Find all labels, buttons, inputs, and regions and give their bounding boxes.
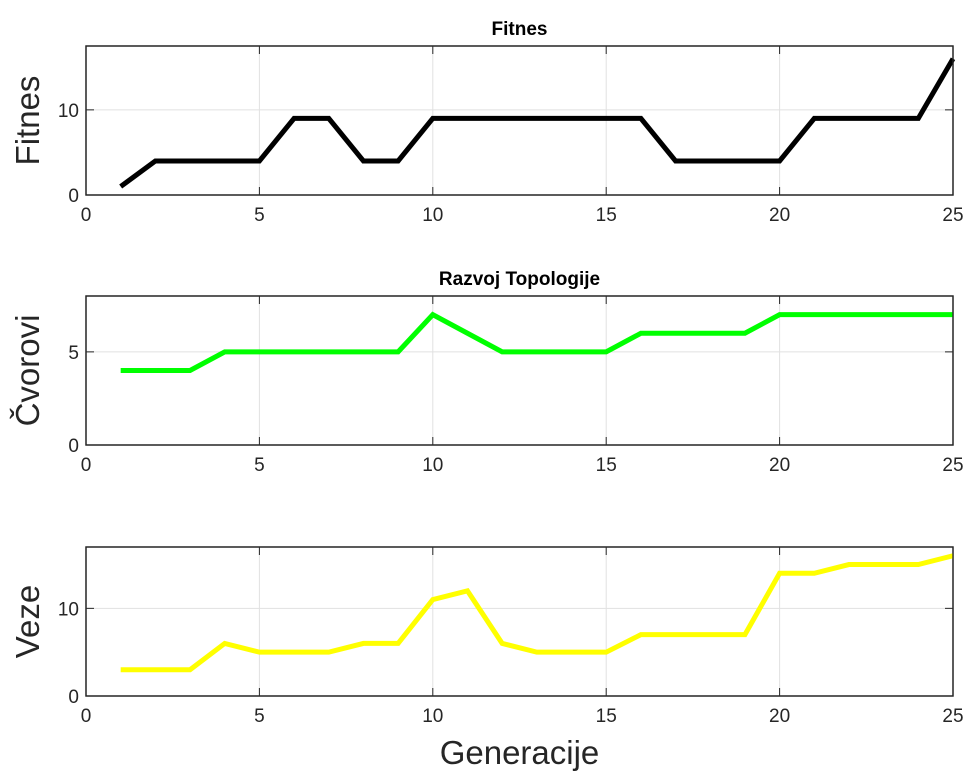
fitnes-x-tick-label: 0: [81, 205, 92, 226]
links-axes-frame: [85, 546, 954, 697]
fitnes-panel: 0 5 10 15 20 25 0 10 Fitnes Fitnes: [9, 19, 964, 226]
fitnes-x-tick-label: 10: [422, 205, 443, 226]
nodes-x-tick-label: 25: [942, 455, 963, 476]
nodes-y-tick-label: 5: [68, 343, 79, 364]
links-y-tick-label: 0: [68, 687, 79, 708]
topology-links-panel: 0 5 10 15 20 25 0 10 Veze Generacije: [9, 546, 964, 771]
links-x-tick-label: 5: [254, 706, 265, 727]
nodes-axes-frame: [85, 295, 954, 446]
nodes-x-tick-label: 20: [769, 455, 790, 476]
fitnes-x-tick-label: 25: [942, 205, 963, 226]
fitnes-x-tick-label: 5: [254, 205, 265, 226]
nodes-series-line: [120, 311, 953, 373]
fitnes-y-axis-label: Fitnes: [9, 76, 46, 166]
links-series-line: [120, 553, 954, 673]
links-y-tick-label: 10: [58, 599, 79, 620]
links-x-tick-label: 10: [422, 706, 443, 727]
fitnes-axes-frame: [85, 45, 954, 196]
nodes-title: Razvoj Topologije: [439, 269, 600, 290]
nodes-x-tick-label: 5: [254, 455, 265, 476]
nodes-y-tick-label: 0: [68, 436, 79, 457]
links-x-tick-label: 0: [81, 706, 92, 727]
nodes-x-tick-label: 15: [596, 455, 617, 476]
links-x-tick-label: 15: [596, 706, 617, 727]
fitnes-x-tick-label: 15: [596, 205, 617, 226]
fitnes-series-line: [119, 57, 956, 189]
nodes-x-tick-label: 10: [422, 455, 443, 476]
fitnes-y-tick-label: 0: [68, 186, 79, 207]
fitnes-title: Fitnes: [492, 19, 548, 40]
nodes-plot-area: [85, 295, 954, 446]
fitnes-y-tick-label: 10: [58, 101, 79, 122]
links-x-axis-label: Generacije: [440, 734, 600, 771]
nodes-y-axis-label: Čvorovi: [9, 315, 46, 427]
topology-nodes-panel: 0 5 10 15 20 25 0 5 Razvoj Topologije Čvorovi: [9, 269, 964, 476]
links-x-tick-label: 20: [769, 706, 790, 727]
fitnes-x-tick-label: 20: [769, 205, 790, 226]
nodes-x-tick-label: 0: [81, 455, 92, 476]
links-x-tick-label: 25: [942, 706, 963, 727]
links-y-axis-label: Veze: [9, 585, 46, 658]
